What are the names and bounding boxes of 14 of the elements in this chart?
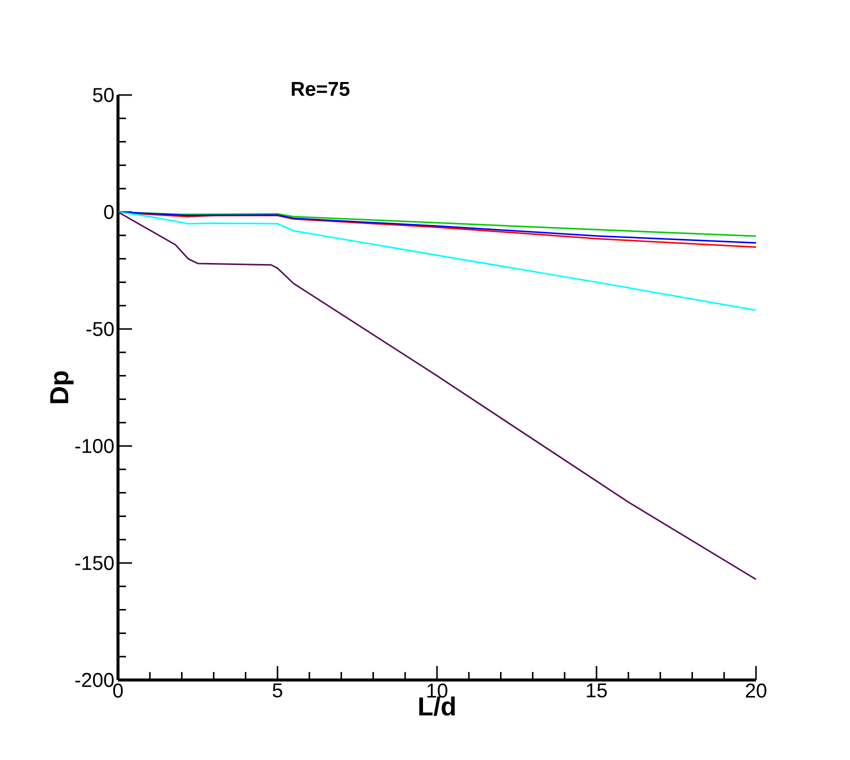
y-axis-title: Dp <box>50 371 74 404</box>
x-tick-label: 15 <box>586 684 607 698</box>
x-tick-label: 0 <box>113 684 123 698</box>
y-tick-label: 50 <box>93 88 114 102</box>
y-tick-label: -100 <box>75 438 114 454</box>
x-tick-label: 5 <box>272 684 282 698</box>
chart-title: Re=75 <box>292 82 350 96</box>
y-tick-label: -150 <box>75 556 114 570</box>
y-tick-label: -50 <box>86 322 114 336</box>
x-tick-label: 20 <box>746 684 766 698</box>
y-tick-label: 0 <box>104 204 114 220</box>
x-tick-label: 10 <box>427 684 448 698</box>
x-axis-title: L/d <box>419 696 455 716</box>
y-tick-label: -200 <box>75 672 114 688</box>
